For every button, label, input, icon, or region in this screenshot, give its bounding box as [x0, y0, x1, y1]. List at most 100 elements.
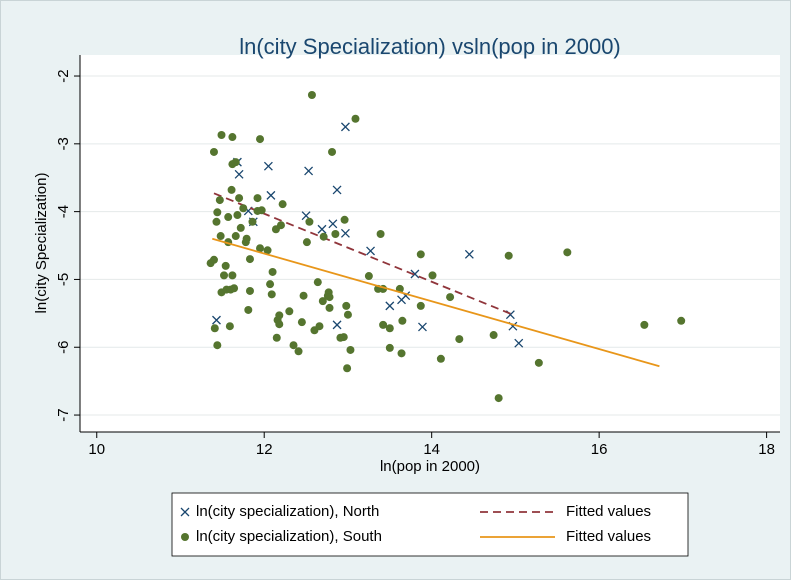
point — [242, 234, 251, 243]
point — [640, 320, 649, 329]
point — [227, 185, 236, 194]
point — [385, 343, 394, 352]
point — [209, 147, 218, 156]
point — [302, 238, 311, 247]
point — [343, 310, 352, 319]
point — [436, 354, 445, 363]
point — [307, 91, 316, 100]
point — [366, 246, 376, 256]
point — [248, 217, 257, 226]
point — [319, 232, 328, 241]
point — [340, 215, 349, 224]
point — [245, 255, 254, 264]
point — [428, 271, 437, 280]
point — [225, 322, 234, 331]
point — [228, 133, 237, 142]
legend-label: ln(city specialization), South — [196, 528, 382, 545]
point — [514, 338, 524, 348]
point — [224, 213, 233, 222]
point — [213, 208, 222, 217]
point — [504, 251, 513, 260]
point — [325, 303, 334, 312]
point — [305, 217, 314, 226]
point — [220, 271, 229, 280]
point — [385, 301, 395, 311]
point — [215, 196, 224, 205]
fit-line — [212, 237, 660, 368]
point — [276, 221, 285, 230]
point — [235, 194, 244, 203]
point — [278, 200, 287, 209]
y-tick-label: -7 — [55, 408, 72, 421]
point — [313, 278, 322, 287]
x-tick-label: 10 — [88, 441, 105, 458]
y-tick-label: -2 — [55, 69, 72, 82]
point — [245, 286, 254, 295]
point — [268, 267, 277, 276]
point — [304, 166, 314, 176]
point — [239, 204, 248, 213]
point — [285, 307, 294, 316]
y-tick-label: -5 — [55, 273, 72, 286]
point — [263, 161, 273, 171]
chart-title: ln(city Specialization) vsln(pop in 2000… — [239, 34, 621, 59]
point — [289, 341, 298, 350]
point — [385, 324, 394, 333]
point — [464, 249, 474, 259]
point — [297, 318, 306, 327]
point — [332, 320, 342, 330]
point — [234, 169, 244, 179]
point — [343, 364, 352, 373]
point — [339, 333, 348, 342]
point — [340, 122, 350, 132]
point — [397, 349, 406, 358]
point — [267, 290, 276, 299]
point — [563, 248, 572, 257]
point — [494, 394, 503, 403]
point — [677, 316, 686, 325]
point — [340, 228, 350, 238]
legend-label: ln(city specialization), North — [196, 503, 379, 520]
point — [244, 305, 253, 314]
point — [364, 272, 373, 281]
point — [266, 280, 275, 289]
legend-swatch — [180, 507, 190, 517]
point — [328, 219, 338, 229]
point — [342, 301, 351, 310]
y-axis-label: ln(city Specialization) — [33, 173, 50, 314]
point — [398, 316, 407, 325]
point — [257, 206, 266, 215]
point — [318, 297, 327, 306]
point — [299, 291, 308, 300]
point — [213, 341, 222, 350]
legend-swatch — [181, 533, 189, 541]
point — [455, 335, 464, 344]
point — [272, 333, 281, 342]
point — [266, 190, 276, 200]
point — [418, 322, 427, 332]
y-tick-label: -4 — [55, 205, 72, 218]
legend-label: Fitted values — [566, 528, 651, 545]
point — [221, 261, 230, 270]
point — [212, 217, 221, 226]
point — [332, 185, 342, 195]
x-tick-label: 16 — [591, 441, 608, 458]
y-tick-label: -6 — [55, 341, 72, 354]
plot-area — [80, 55, 780, 432]
legend-box — [171, 492, 689, 557]
legend-label: Fitted values — [566, 503, 651, 520]
point — [275, 311, 284, 320]
point — [410, 269, 420, 279]
point — [263, 246, 272, 255]
point — [231, 158, 240, 167]
point — [233, 211, 242, 220]
x-tick-label: 18 — [758, 441, 775, 458]
x-tick-label: 14 — [423, 441, 440, 458]
point — [351, 114, 360, 123]
point — [416, 250, 425, 259]
point — [331, 230, 340, 239]
point — [317, 224, 327, 234]
point — [294, 347, 303, 356]
